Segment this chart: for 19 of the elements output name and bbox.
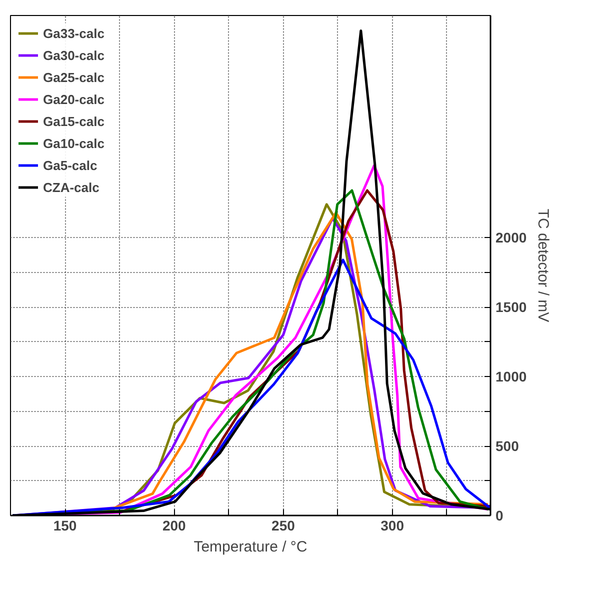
x-tick-label: 300 (380, 518, 404, 534)
legend-label: Ga33-calc (43, 26, 104, 40)
legend-label: Ga20-calc (43, 92, 104, 106)
x-tick-label: 200 (162, 518, 186, 534)
legend-label: CZA-calc (43, 180, 100, 194)
y-tick-label: 0 (496, 508, 504, 524)
legend-label: Ga5-calc (43, 158, 98, 172)
y-tick-label: 500 (496, 438, 520, 454)
legend-label: Ga25-calc (43, 70, 104, 84)
x-tick-label: 150 (53, 518, 77, 534)
legend-label: Ga10-calc (43, 136, 104, 150)
x-tick-label: 250 (272, 518, 296, 534)
legend-label: Ga30-calc (43, 48, 104, 62)
y-axis-title: TC detector / mV (534, 208, 552, 322)
y-tick-label: 1000 (496, 368, 527, 385)
y-tick-label: 2000 (496, 230, 527, 246)
y-tick-label: 1500 (496, 299, 527, 316)
x-axis-title: Temperature / °C (194, 538, 308, 556)
legend-label: Ga15-calc (43, 114, 104, 128)
